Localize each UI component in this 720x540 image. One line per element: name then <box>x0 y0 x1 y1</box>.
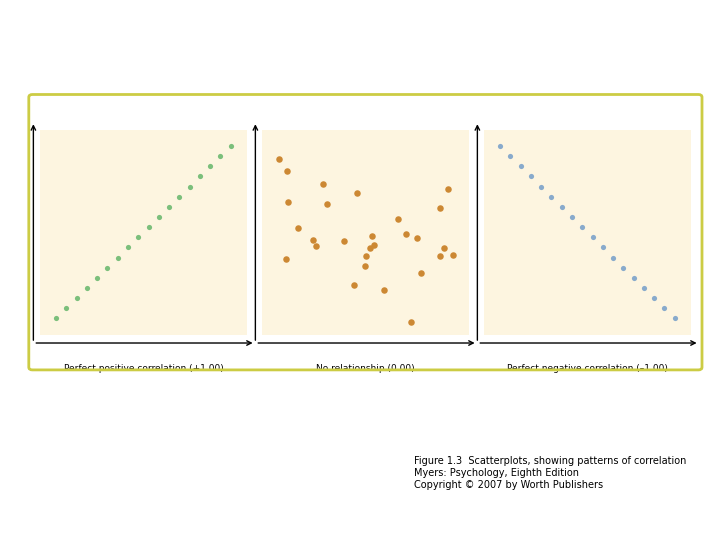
Point <box>536 183 547 191</box>
Point <box>566 213 577 221</box>
Point <box>174 192 185 201</box>
Point <box>447 251 459 260</box>
Point <box>163 202 175 211</box>
Text: No relationship (0.00): No relationship (0.00) <box>316 363 415 373</box>
Point <box>411 234 423 242</box>
Point <box>597 243 608 252</box>
Point <box>659 304 670 313</box>
Point <box>392 215 404 224</box>
Point <box>546 192 557 201</box>
Point <box>132 233 144 241</box>
Point <box>280 254 292 263</box>
Point <box>607 253 618 262</box>
Point <box>505 152 516 160</box>
Point <box>348 281 360 290</box>
Text: Figure 1.3  Scatterplots, showing patterns of correlation
Myers: Psychology, Eig: Figure 1.3 Scatterplots, showing pattern… <box>414 456 686 489</box>
Point <box>669 314 680 323</box>
Point <box>71 294 83 302</box>
Point <box>204 162 216 171</box>
Point <box>50 314 62 323</box>
Point <box>415 268 427 277</box>
Point <box>360 252 372 261</box>
Point <box>225 141 236 150</box>
Point <box>321 199 333 208</box>
Point <box>310 242 322 251</box>
Point <box>587 233 598 241</box>
Point <box>273 154 284 163</box>
Point <box>184 183 195 191</box>
Point <box>369 241 380 250</box>
Point <box>556 202 567 211</box>
Point <box>400 230 412 238</box>
Point <box>292 224 304 232</box>
Point <box>405 318 417 327</box>
Point <box>638 284 649 292</box>
Point <box>81 284 93 292</box>
Point <box>366 232 378 241</box>
Point <box>338 237 349 245</box>
Point <box>307 235 319 244</box>
Point <box>60 304 72 313</box>
Point <box>438 244 450 252</box>
Point <box>112 253 124 262</box>
Point <box>364 243 375 252</box>
Point <box>525 172 536 181</box>
Point <box>194 172 206 181</box>
Point <box>618 264 629 272</box>
Point <box>378 286 390 294</box>
Point <box>434 251 446 260</box>
Point <box>648 294 660 302</box>
Point <box>442 184 454 193</box>
Text: Perfect negative correlation (–1.00): Perfect negative correlation (–1.00) <box>507 363 668 373</box>
Point <box>102 264 113 272</box>
Point <box>318 179 329 188</box>
Point <box>215 152 226 160</box>
Point <box>359 261 371 270</box>
Point <box>282 197 294 206</box>
Point <box>153 213 165 221</box>
Point <box>628 273 639 282</box>
Point <box>434 204 446 212</box>
Point <box>577 223 588 232</box>
Point <box>143 223 154 232</box>
Point <box>91 273 103 282</box>
Point <box>351 188 362 197</box>
Point <box>495 141 506 150</box>
Point <box>282 167 293 176</box>
Point <box>515 162 526 171</box>
Point <box>122 243 134 252</box>
Text: Perfect positive correlation (+1.00): Perfect positive correlation (+1.00) <box>63 363 223 373</box>
